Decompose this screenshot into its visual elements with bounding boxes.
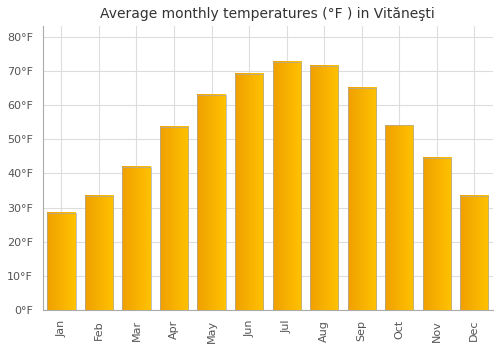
Bar bbox=[198, 95, 226, 310]
Bar bbox=[160, 127, 188, 310]
Bar bbox=[235, 74, 263, 310]
Bar bbox=[310, 65, 338, 310]
Bar bbox=[272, 62, 300, 310]
Bar bbox=[122, 167, 150, 310]
Bar bbox=[422, 158, 451, 310]
Bar bbox=[348, 88, 376, 310]
Bar bbox=[460, 196, 488, 310]
Title: Average monthly temperatures (°F ) in Vităneşti: Average monthly temperatures (°F ) in Vi… bbox=[100, 7, 435, 21]
Bar bbox=[85, 196, 113, 310]
Bar bbox=[48, 213, 76, 310]
Bar bbox=[385, 126, 414, 310]
